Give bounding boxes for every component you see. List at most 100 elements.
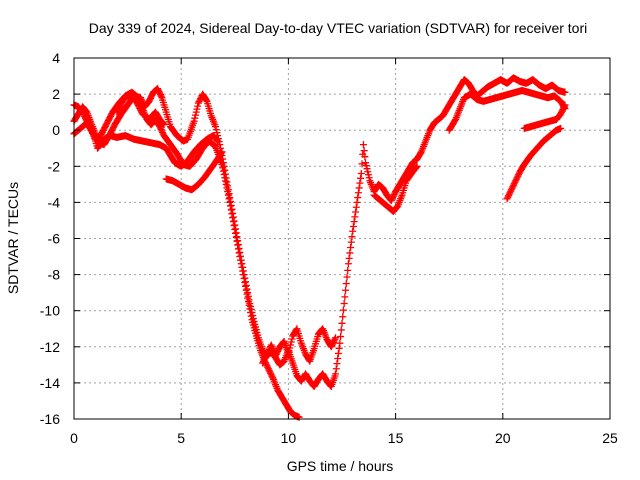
data-point [239,267,247,275]
data-point [286,344,294,352]
data-point [260,356,268,364]
y-tick-label: -10 [40,303,60,319]
data-point [202,96,210,104]
data-point [355,184,363,192]
data-point [156,91,164,99]
data-point [348,233,356,241]
data-point [557,110,565,118]
data-point [154,85,162,93]
x-tick-label: 10 [281,430,297,446]
data-point [352,203,360,211]
data-point [560,104,568,112]
data-point [345,254,353,262]
data-point [226,194,234,202]
data-point [333,360,341,368]
x-tick-label: 15 [388,430,404,446]
data-point [190,117,198,125]
data-point [227,197,235,205]
data-point [349,222,357,230]
data-point [230,217,238,225]
data-point [510,181,518,189]
data-point [244,292,252,300]
data-point [515,171,523,179]
y-axis-label: SDTVAR / TECUs [5,182,21,294]
series-3 [113,90,168,129]
y-tick-label: 0 [52,122,60,138]
data-point [359,141,367,149]
y-tick-label: -8 [48,267,61,283]
data-point [222,177,230,185]
data-point [249,312,257,320]
data-point [360,147,368,155]
data-point [364,168,372,176]
data-point [362,162,370,170]
data-point [513,174,521,182]
data-point [213,136,221,144]
data-point [332,370,340,378]
data-point [351,213,359,221]
data-point [352,208,360,216]
data-point [331,335,339,343]
data-point [284,350,292,358]
data-point [192,108,200,116]
data-point [505,192,513,200]
y-tick-label: -14 [40,375,60,391]
data-point [262,352,270,360]
data-point [156,123,164,131]
series-7 [445,86,569,134]
data-point [339,306,347,314]
data-point [272,350,280,358]
data-point [247,302,255,310]
data-point [137,95,145,103]
data-point [389,192,397,200]
data-point [148,91,156,99]
data-point [232,225,240,233]
data-point [245,296,253,304]
data-point [357,174,365,182]
data-point [234,237,242,245]
data-point [557,108,565,116]
data-point [328,341,336,349]
data-point [387,197,395,205]
data-point [511,178,519,186]
data-point [242,281,250,289]
x-tick-label: 20 [495,430,511,446]
data-point [350,218,358,226]
data-point [334,349,342,357]
data-point [232,229,240,237]
data-point [329,338,337,346]
data-point [509,183,517,191]
data-point [343,273,351,281]
data-point [160,121,168,129]
y-tick-label: -12 [40,339,60,355]
data-point [274,347,282,355]
series-8 [503,124,565,203]
data-point [264,363,272,371]
data-point [285,347,293,355]
data-point [231,221,239,229]
data-point [332,334,340,342]
data-point [506,189,514,197]
data-point [136,94,144,102]
data-point [336,339,344,347]
data-point [557,124,565,132]
data-point [261,355,269,363]
data-point [417,149,425,157]
data-point [514,172,522,180]
data-point [263,350,271,358]
data-point [510,180,518,188]
data-point [222,174,230,182]
series-9 [520,101,569,132]
y-tick-label: -4 [48,194,61,210]
data-point [191,111,199,119]
data-point [156,89,164,97]
data-point [334,355,342,363]
data-point [287,338,295,346]
series-4 [162,148,226,194]
data-point [243,285,251,293]
data-point [512,175,520,183]
data-point [269,374,277,382]
data-point [218,148,226,156]
data-point [234,241,242,249]
